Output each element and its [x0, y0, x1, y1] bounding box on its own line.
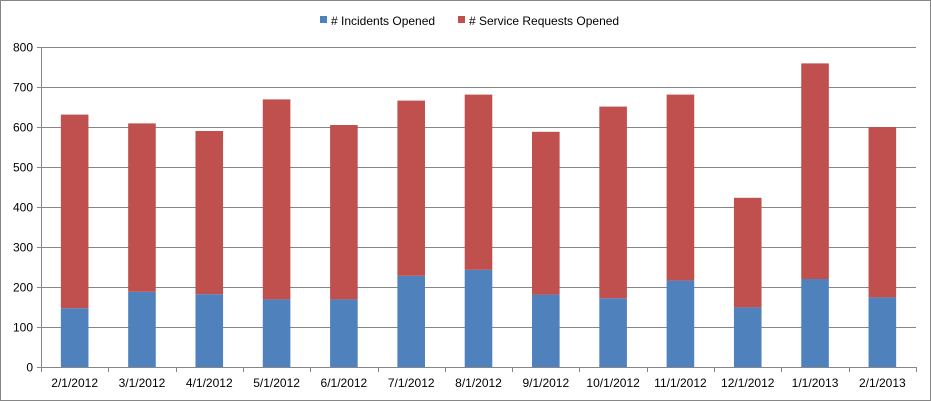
bar-service-requests-opened — [262, 99, 291, 300]
bar-incidents-opened — [666, 280, 695, 367]
bar-service-requests-opened — [599, 106, 627, 299]
x-tick-label: 11/1/2012 — [654, 376, 707, 390]
y-tick-label: 500 — [13, 161, 33, 175]
bar-incidents-opened — [195, 294, 224, 367]
bar-service-requests-opened — [532, 131, 560, 295]
bar-incidents-opened — [801, 279, 829, 367]
x-tick-label: 7/1/2012 — [388, 376, 435, 390]
bar-service-requests-opened — [666, 94, 695, 281]
x-tick-label: 6/1/2012 — [321, 376, 368, 390]
legend-swatch — [458, 16, 465, 23]
y-tick-label: 200 — [13, 281, 33, 295]
bar-incidents-opened — [599, 298, 627, 367]
bar-incidents-opened — [464, 269, 493, 367]
y-axis-tick-labels: 0 100 200 300 400 500 600 700 800 — [13, 41, 33, 375]
y-tick-label: 400 — [13, 201, 33, 215]
bar-service-requests-opened — [60, 114, 89, 309]
bar-incidents-opened — [330, 299, 358, 367]
x-tick-label: 9/1/2012 — [522, 376, 569, 390]
x-tick-label: 8/1/2012 — [455, 376, 502, 390]
chart-legend: # Incidents Opened # Service Requests Ope… — [320, 14, 619, 28]
y-tick-label: 0 — [26, 361, 33, 375]
legend-label: # Incidents Opened — [331, 14, 435, 28]
y-tick-label: 600 — [13, 121, 33, 135]
bar-service-requests-opened — [868, 127, 897, 298]
bar-service-requests-opened — [801, 63, 829, 280]
bar-incidents-opened — [60, 308, 89, 367]
x-tick-label: 10/1/2012 — [586, 376, 640, 390]
bar-service-requests-opened — [128, 123, 156, 292]
bar-incidents-opened — [262, 299, 291, 367]
x-tick-label: 12/1/2012 — [721, 376, 775, 390]
bar-service-requests-opened — [464, 94, 493, 270]
x-tick-label: 1/1/2013 — [792, 376, 839, 390]
x-tick-label: 2/1/2013 — [859, 376, 906, 390]
bar-incidents-opened — [397, 275, 425, 367]
y-tick-label: 300 — [13, 241, 33, 255]
legend-swatch — [320, 16, 327, 23]
bar-incidents-opened — [532, 294, 560, 367]
x-axis-tick-labels: 2/1/2012 3/1/2012 4/1/2012 5/1/2012 6/1/2012… — [51, 376, 906, 390]
bars-group — [60, 63, 897, 367]
bar-service-requests-opened — [397, 100, 425, 276]
x-tick-label: 2/1/2012 — [51, 376, 98, 390]
bar-incidents-opened — [868, 297, 897, 367]
x-tick-label: 4/1/2012 — [186, 376, 233, 390]
y-tick-label: 100 — [13, 321, 33, 335]
bar-service-requests-opened — [195, 131, 224, 295]
bar-service-requests-opened — [733, 197, 762, 308]
x-tick-label: 5/1/2012 — [253, 376, 300, 390]
bar-incidents-opened — [128, 291, 156, 367]
x-tick-label: 3/1/2012 — [119, 376, 166, 390]
legend-label: # Service Requests Opened — [469, 14, 619, 28]
y-tick-label: 800 — [13, 41, 33, 55]
bar-service-requests-opened — [330, 125, 358, 300]
bar-incidents-opened — [733, 307, 762, 367]
axes — [41, 47, 917, 372]
y-tick-label: 700 — [13, 81, 33, 95]
